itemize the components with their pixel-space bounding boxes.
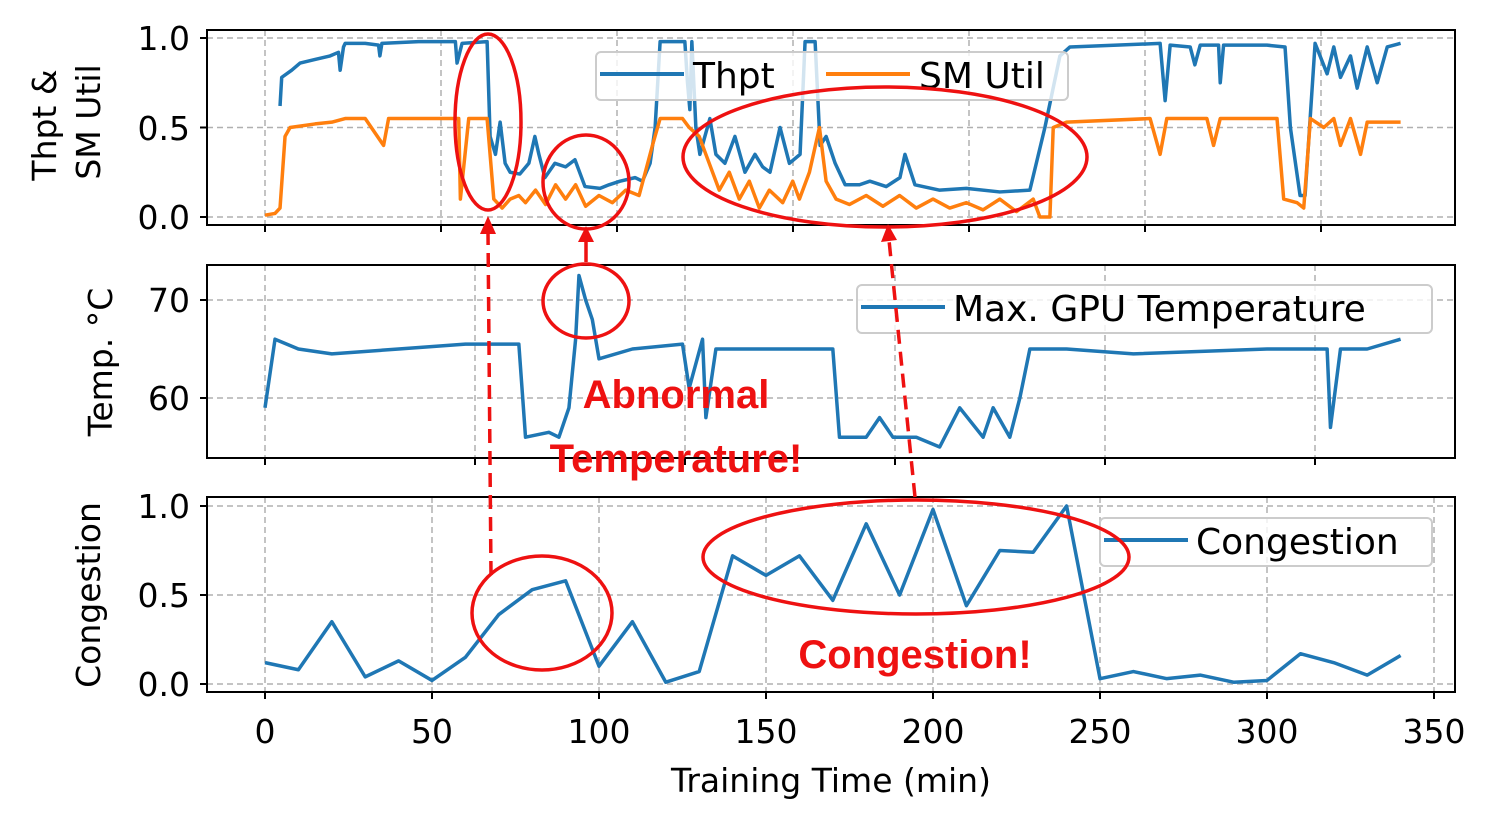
legend-top: Thpt SM Util (595, 51, 1069, 101)
ytick-label: 0.5 (138, 576, 190, 615)
ytick-label: 1.0 (138, 19, 190, 58)
ytick-label: 0.0 (138, 198, 190, 237)
highlight-ellipse (453, 32, 523, 212)
legend-label-temp: Max. GPU Temperature (953, 289, 1366, 330)
x-tick-labels: 0 50 100 150 200 250 300 350 (255, 712, 1466, 751)
ytick-label: 0.5 (138, 109, 190, 148)
highlight-ellipse (541, 262, 631, 340)
xlabel: Training Time (min) (670, 761, 991, 800)
legend-box (856, 284, 1433, 334)
annotation-abnormal: Abnormal (583, 373, 770, 417)
highlight-ellipse (681, 85, 1089, 229)
ylabel-line1: Thpt & (25, 69, 64, 181)
xtick-label: 100 (568, 712, 631, 751)
ytick-label: 0.0 (138, 665, 190, 704)
highlight-ellipse (701, 498, 1131, 616)
ylabel-bottom: Congestion (69, 502, 108, 688)
axes-frame-bottom (206, 496, 1456, 693)
legend-box (1099, 517, 1433, 567)
ytick-label: 60 (148, 379, 190, 418)
xtick-label: 150 (735, 712, 798, 751)
annotation-congestion: Congestion! (798, 633, 1031, 677)
series-line-congestion (264, 504, 1402, 684)
series-lines-middle (263, 273, 1402, 449)
series-lines-bottom (264, 504, 1402, 684)
ylabel-line2: SM Util (69, 64, 108, 179)
legend-label-thpt: Thpt (692, 56, 775, 97)
series-line-max-gpu-temperature (263, 273, 1402, 449)
ytick-label: 1.0 (138, 487, 190, 526)
xtick-label: 50 (411, 712, 453, 751)
dashed-arrow (486, 231, 493, 576)
ytick-label: 70 (148, 281, 190, 320)
panel-congestion: 0.0 0.5 1.0 0 50 100 150 200 250 300 350 Conges… (69, 487, 1466, 800)
arrowhead-icon (480, 216, 496, 234)
annotations (453, 32, 1131, 672)
highlight-ellipse (470, 554, 614, 672)
series-lines-top (264, 39, 1402, 219)
xtick-label: 200 (902, 712, 965, 751)
arrowhead-icon (881, 224, 897, 242)
xtick-label: 350 (1403, 712, 1466, 751)
ylabel-middle: Temp. °C (81, 288, 120, 437)
xtick-label: 250 (1069, 712, 1132, 751)
legend-label-congestion: Congestion (1196, 522, 1399, 563)
annotation-temperature: Temperature! (550, 437, 803, 481)
series-line-sm-util (264, 116, 1401, 219)
arrowhead-icon (578, 226, 594, 242)
legend-middle: Max. GPU Temperature (856, 284, 1433, 334)
legend-bottom: Congestion (1099, 517, 1433, 567)
panel-throughput: 0.0 0.5 1.0 Thpt & SM Util Thpt SM Util (25, 19, 1456, 237)
xtick-label: 0 (255, 712, 276, 751)
series-line-thpt (278, 39, 1402, 198)
axes-frame-middle (206, 264, 1456, 459)
xtick-label: 300 (1236, 712, 1299, 751)
panel-temperature: 60 70 Temp. °C Max. GPU Temperature (81, 264, 1456, 465)
